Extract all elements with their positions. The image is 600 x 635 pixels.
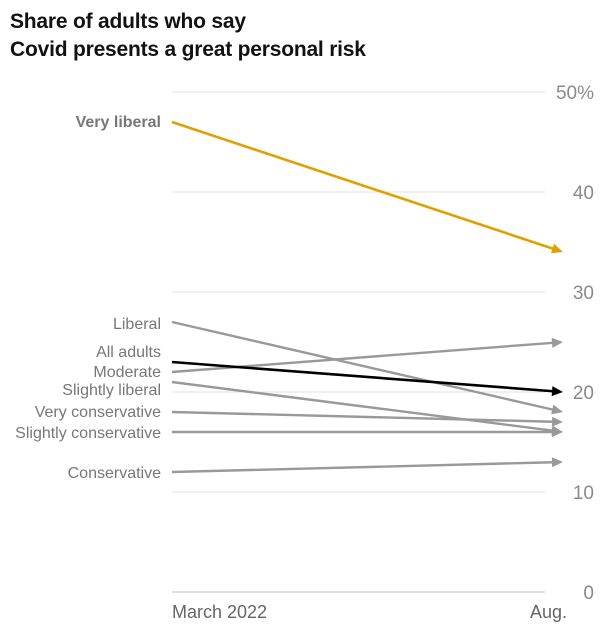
series-arrow-very-liberal	[550, 243, 563, 254]
series-label-slightly-conservative: Slightly conservative	[15, 425, 161, 442]
series-label-all-adults: All adults	[96, 344, 161, 361]
x-axis-label-end: Aug.	[530, 602, 567, 622]
y-tick-label-0: 0	[583, 583, 594, 604]
series-arrow-very-conservative	[551, 416, 563, 427]
series-line-all-adults	[171, 360, 554, 393]
series-line-liberal	[171, 320, 554, 411]
y-tick-label-30: 30	[573, 283, 594, 304]
y-tick-label-20: 20	[573, 383, 594, 404]
series-arrow-slightly-conservative	[552, 427, 563, 437]
y-tick-label-10: 10	[573, 483, 594, 504]
series-label-moderate: Moderate	[93, 364, 161, 381]
series-label-very-conservative: Very conservative	[35, 404, 161, 421]
series-line-slightly-liberal	[171, 380, 554, 432]
x-axis-label-start: March 2022	[172, 602, 267, 622]
gridlines	[172, 91, 545, 593]
series-arrow-liberal	[551, 404, 563, 415]
series-label-very-liberal: Very liberal	[76, 114, 161, 131]
series-arrow-moderate	[551, 337, 563, 348]
y-tick-label-40: 40	[573, 183, 594, 204]
series-label-conservative: Conservative	[68, 465, 161, 482]
y-tick-label-50: 50%	[556, 83, 594, 104]
series-lines	[171, 120, 563, 474]
chart-title: Share of adults who say Covid presents a…	[10, 8, 366, 64]
chart-title-line-1: Share of adults who say	[10, 10, 246, 33]
series-line-very-liberal	[171, 120, 554, 251]
series-label-slightly-liberal: Slightly liberal	[62, 382, 161, 399]
chart-title-line-2: Covid presents a great personal risk	[10, 38, 366, 61]
x-axis-labels: March 2022 Aug.	[172, 602, 567, 622]
series-arrow-conservative	[551, 457, 563, 468]
y-axis-ticks: 0 10 20 30 40 50%	[556, 83, 594, 604]
series-line-conservative	[171, 461, 554, 474]
series-label-liberal: Liberal	[113, 316, 161, 333]
series-line-very-conservative	[171, 410, 554, 423]
series-arrow-all-adults	[551, 386, 563, 397]
